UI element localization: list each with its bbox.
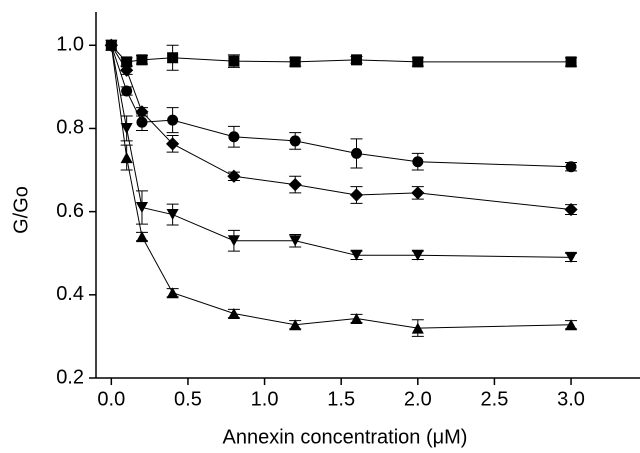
x-tick-label: 0.0 bbox=[97, 388, 125, 410]
series-line bbox=[110, 45, 572, 211]
series-line bbox=[110, 45, 572, 329]
marker bbox=[565, 56, 577, 68]
marker bbox=[349, 188, 364, 202]
marker bbox=[166, 209, 179, 221]
marker bbox=[412, 156, 424, 168]
marker bbox=[350, 249, 363, 261]
marker bbox=[564, 319, 578, 331]
y-tick-label: 1.0 bbox=[56, 34, 84, 56]
marker bbox=[411, 186, 425, 200]
y-tick-label: 0.6 bbox=[56, 200, 84, 222]
marker bbox=[167, 114, 179, 126]
y-tick-label: 0.4 bbox=[56, 283, 84, 305]
marker bbox=[351, 54, 363, 66]
series-line bbox=[110, 45, 572, 168]
marker bbox=[289, 56, 301, 68]
marker bbox=[288, 178, 302, 192]
x-tick-label: 0.5 bbox=[174, 388, 202, 410]
marker bbox=[136, 116, 148, 128]
marker bbox=[120, 63, 134, 77]
x-tick-label: 2.5 bbox=[481, 388, 509, 410]
marker bbox=[121, 85, 133, 97]
marker bbox=[227, 235, 240, 247]
marker bbox=[350, 313, 363, 325]
marker bbox=[289, 135, 301, 147]
marker bbox=[167, 52, 179, 64]
series-line bbox=[110, 44, 572, 63]
marker bbox=[565, 161, 577, 173]
marker bbox=[136, 54, 148, 66]
marker bbox=[105, 39, 118, 51]
marker bbox=[228, 131, 240, 143]
marker bbox=[289, 235, 302, 247]
marker bbox=[564, 202, 578, 217]
marker bbox=[120, 122, 133, 134]
marker bbox=[135, 201, 149, 213]
marker bbox=[135, 105, 149, 119]
x-tick-label: 1.5 bbox=[327, 388, 355, 410]
marker bbox=[228, 55, 240, 67]
marker bbox=[411, 322, 424, 334]
x-axis-label: Annexin concentration (μM) bbox=[223, 426, 468, 448]
series-line bbox=[110, 45, 572, 258]
x-tick-label: 2.0 bbox=[404, 388, 432, 410]
marker bbox=[564, 251, 578, 263]
marker bbox=[289, 319, 302, 331]
marker bbox=[412, 56, 424, 68]
x-tick-label: 3.0 bbox=[557, 388, 585, 410]
x-tick-label: 1.0 bbox=[251, 388, 279, 410]
marker bbox=[351, 147, 363, 159]
marker bbox=[121, 56, 133, 68]
y-tick-label: 0.2 bbox=[56, 366, 84, 388]
marker bbox=[227, 308, 240, 320]
marker bbox=[227, 169, 241, 183]
marker bbox=[166, 137, 180, 151]
marker bbox=[411, 249, 424, 261]
marker bbox=[120, 152, 133, 164]
y-axis-label: G/Go bbox=[10, 186, 32, 234]
y-tick-label: 0.8 bbox=[56, 117, 84, 139]
marker bbox=[166, 287, 179, 299]
marker bbox=[135, 231, 149, 243]
